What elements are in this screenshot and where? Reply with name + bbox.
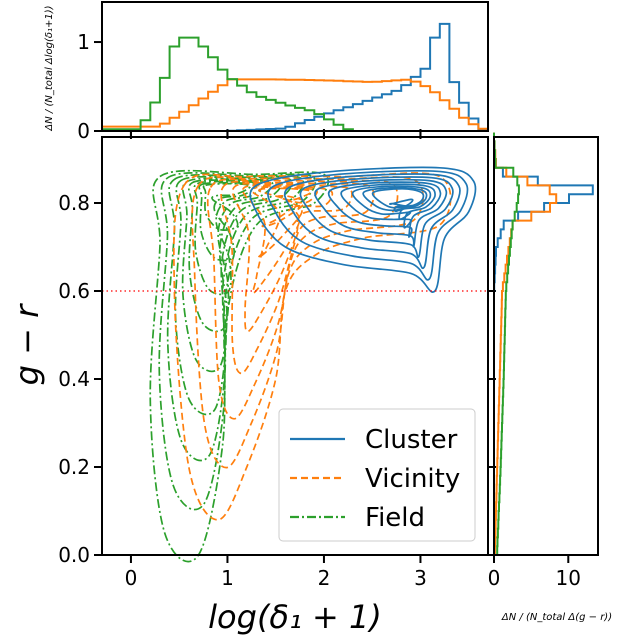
contour-field-level-7 xyxy=(193,180,266,296)
contour-cluster-level-10 xyxy=(371,187,425,209)
main-x-tick-label: 2 xyxy=(318,566,331,590)
contour-vicinity-level-3 xyxy=(206,178,399,420)
main-y-tick-label: 0.8 xyxy=(58,191,90,215)
main-x-tick-label: 3 xyxy=(414,566,427,590)
top-hist-vicinity xyxy=(101,78,489,131)
top-y-tick-label: 1 xyxy=(77,30,90,54)
x-axis-label: log(δ₁ + 1) xyxy=(208,598,382,636)
legend-label-field: Field xyxy=(365,503,425,533)
right-hist-xlabel: ΔN / (N_total Δ(g − r)) xyxy=(501,612,612,623)
top-y-tick-label: 0 xyxy=(77,119,90,143)
top-histogram-panel: 01 xyxy=(77,1,489,143)
contour-cluster-level-9 xyxy=(362,186,428,213)
top-hist-ylabel: ΔN / (N_total Δlog(δ₁+1)) xyxy=(44,5,55,131)
contour-cluster-level-5 xyxy=(314,178,448,248)
legend-label-vicinity: Vicinity xyxy=(365,464,460,494)
right-x-tick-label: 0 xyxy=(488,566,501,590)
right-x-tick-label: 10 xyxy=(556,566,581,590)
contour-cluster-level-4 xyxy=(299,176,454,259)
right-histogram-panel: 0 10 xyxy=(488,132,599,590)
main-plot-frame xyxy=(101,136,489,556)
right-plot-frame xyxy=(493,136,599,556)
right-hist-vicinity xyxy=(493,132,558,556)
contour-vicinity-level-2 xyxy=(191,176,424,469)
right-hist-field xyxy=(493,132,520,556)
contour-vicinity-level-4 xyxy=(220,180,375,375)
contour-vicinity-level-8 xyxy=(258,187,312,228)
main-panel: 0 1 2 3 0.0 0.2 0.4 0.6 0.8 xyxy=(58,129,496,590)
main-y-tick-label: 0.4 xyxy=(58,367,90,391)
contour-cluster-level-2 xyxy=(267,169,469,281)
y-axis-label: g − r xyxy=(8,303,46,385)
main-y-tick-label: 0.6 xyxy=(58,279,90,303)
contour-field-level-1 xyxy=(149,169,329,563)
contour-field-level-2 xyxy=(158,172,317,511)
top-plot-frame xyxy=(101,1,489,132)
legend: Cluster Vicinity Field xyxy=(278,408,476,542)
main-y-tick-label: 0.0 xyxy=(58,543,90,567)
contour-field-level-9 xyxy=(202,182,252,231)
legend-box xyxy=(278,408,476,542)
contour-cluster-level-6 xyxy=(327,181,442,238)
main-x-tick-label: 1 xyxy=(221,566,234,590)
contour-cluster-level-7 xyxy=(340,183,436,229)
main-x-tick-label: 0 xyxy=(125,566,138,590)
contour-field-level-6 xyxy=(188,179,274,333)
main-y-tick-label: 0.2 xyxy=(58,455,90,479)
contour-cluster-level-1 xyxy=(249,166,477,293)
right-hist-cluster xyxy=(493,132,594,555)
legend-label-cluster: Cluster xyxy=(365,425,458,455)
contour-cluster-level-8 xyxy=(351,185,432,221)
contour-cluster-level-3 xyxy=(283,173,461,270)
contour-vicinity-level-7 xyxy=(250,186,318,259)
